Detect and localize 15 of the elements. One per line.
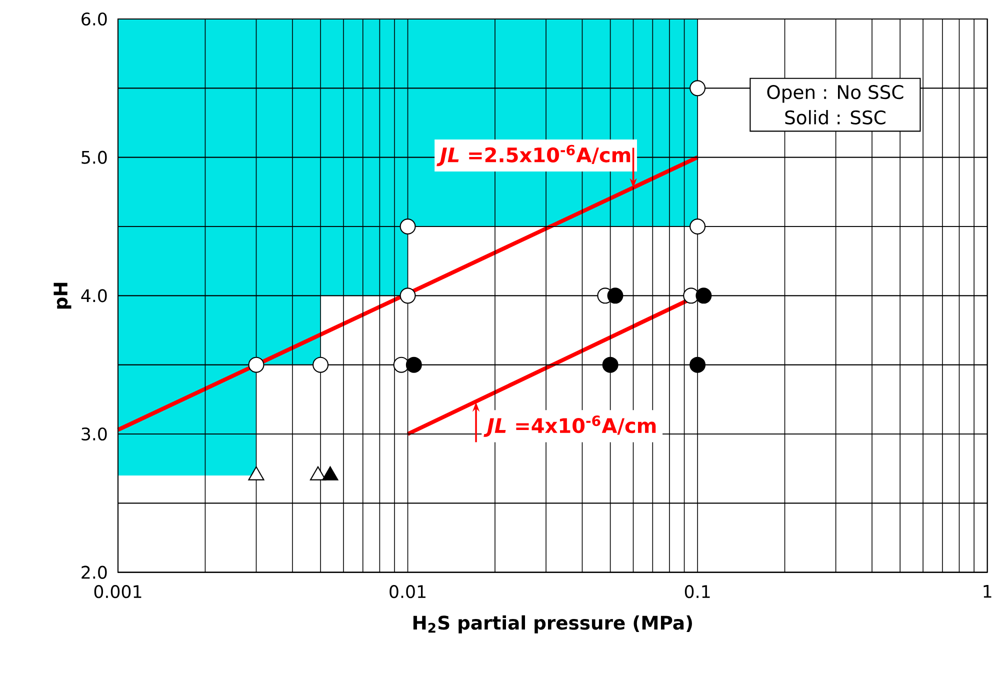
- annotation: JL =2.5x10$^{-6}$A/cm: [436, 144, 630, 166]
- x-tick-label: 0.01: [390, 585, 426, 598]
- y-tick-label: 3.0: [82, 427, 107, 441]
- annotation: JL =4x10$^{-6}$A/cm: [484, 416, 656, 437]
- x-tick-label: 0.1: [684, 585, 710, 598]
- y-tick-label: 4.0: [81, 289, 107, 302]
- annotation: Solid : SSC: [785, 110, 886, 124]
- x-tick-label: 0.001: [94, 585, 142, 598]
- y-tick-label: 2.0: [82, 566, 107, 579]
- y-tick-label: 5.0: [82, 150, 107, 164]
- y-axis-title: pH: [54, 282, 72, 309]
- annotation: Open : No SSC: [767, 85, 904, 103]
- text: H$_{2}$S partial pressure (MPa): [413, 615, 692, 634]
- y-tick-label: 6.0: [82, 12, 107, 26]
- x-tick-label: 1: [984, 585, 992, 598]
